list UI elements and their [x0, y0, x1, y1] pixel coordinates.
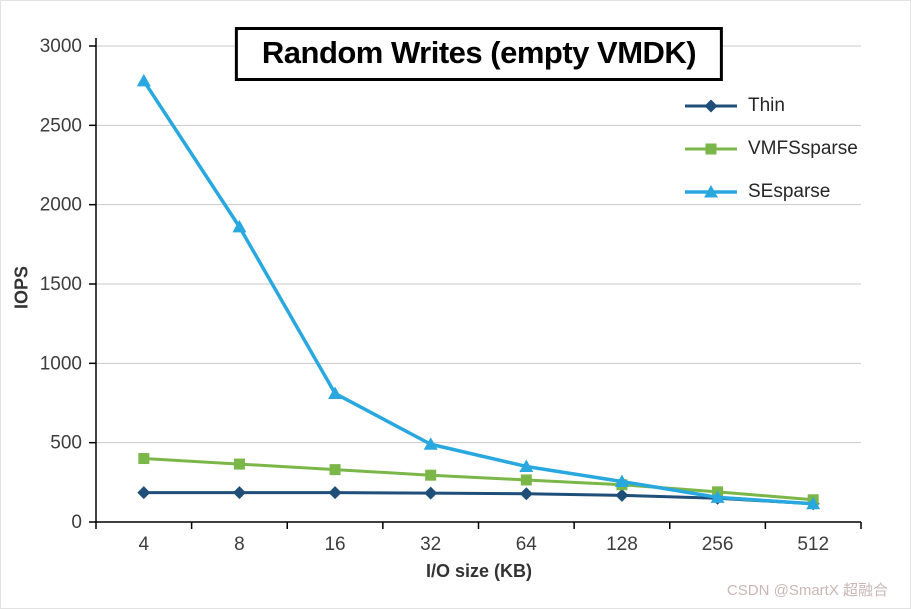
legend-item-sesparse: SEsparse [683, 179, 858, 205]
marker-diamond-thin [615, 488, 629, 502]
marker-triangle-sesparse [519, 459, 534, 472]
marker-diamond-thin [232, 486, 246, 500]
legend-marker-sesparse [704, 185, 718, 198]
x-tick-label: 512 [797, 534, 829, 555]
y-tick-label: 3000 [40, 36, 82, 57]
series-line-vmfssparse [143, 457, 814, 502]
y-tick-label: 2000 [40, 195, 82, 216]
y-tick-label: 500 [50, 433, 82, 454]
marker-triangle-sesparse [232, 219, 247, 233]
marker-triangle-sesparse [328, 386, 343, 399]
x-tick-label: 256 [702, 534, 734, 555]
legend-item-thin: Thin [683, 93, 858, 119]
x-axis-title: I/O size (KB) [425, 561, 533, 581]
y-tick-label: 1000 [40, 353, 82, 374]
x-tick-label: 4 [139, 534, 150, 555]
marker-square-vmfssparse [520, 474, 532, 486]
marker-triangle-sesparse [806, 496, 821, 510]
x-tick-label: 64 [516, 534, 538, 555]
marker-square-vmfssparse [233, 458, 245, 470]
legend-item-vmfssparse: VMFSsparse [683, 136, 858, 162]
chart-title: Random Writes (empty VMDK) [234, 27, 724, 81]
marker-diamond-thin [328, 486, 342, 500]
y-axis-title: IOPS [11, 266, 32, 310]
legend-triangle-icon [685, 185, 737, 198]
y-tick-label: 2500 [40, 115, 82, 136]
y-tick-label: 0 [71, 512, 82, 533]
legend-diamond-icon [685, 99, 737, 113]
legend-label-thin: Thin [748, 95, 785, 116]
legend-label-vmfssparse: VMFSsparse [748, 138, 858, 159]
y-tick-label: 1500 [40, 274, 82, 295]
marker-diamond-thin [519, 487, 533, 501]
legend-marker-vmfssparse [705, 143, 717, 155]
marker-square-vmfssparse [329, 464, 341, 476]
x-tick-label: 8 [234, 534, 245, 555]
x-tick-label: 128 [606, 534, 638, 555]
legend: Thin VMFSsparse SEsparse [683, 93, 858, 222]
marker-square-vmfssparse [425, 469, 437, 481]
legend-square-icon [685, 143, 737, 155]
watermark: CSDN @SmartX 超融合 [726, 582, 888, 599]
marker-triangle-sesparse [710, 490, 725, 503]
marker-diamond-thin [424, 486, 438, 500]
marker-triangle-sesparse [614, 474, 629, 488]
x-tick-label: 16 [324, 534, 345, 555]
series-line-thin [143, 491, 814, 506]
marker-triangle-sesparse [136, 73, 151, 87]
series-line-sesparse [142, 79, 814, 506]
x-tick-label: 32 [420, 534, 441, 555]
marker-square-vmfssparse [138, 453, 150, 465]
legend-marker-thin [704, 99, 718, 113]
marker-diamond-thin [137, 486, 151, 500]
legend-label-sesparse: SEsparse [748, 181, 831, 202]
marker-triangle-sesparse [423, 437, 438, 450]
